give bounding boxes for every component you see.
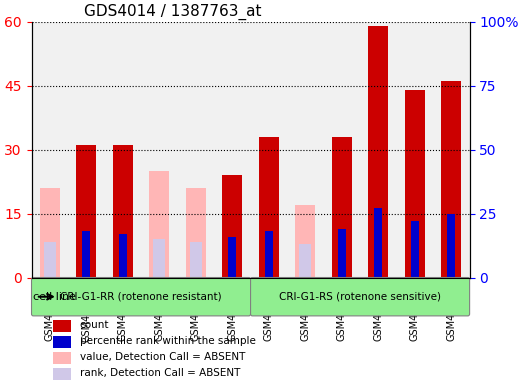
Bar (396, 22, 433, 278)
Bar (287, 22, 324, 278)
Text: value, Detection Call = ABSENT: value, Detection Call = ABSENT (79, 353, 245, 362)
Bar (251, 22, 287, 278)
Bar (338, 229, 346, 278)
Bar (222, 175, 242, 278)
Text: cell line: cell line (33, 292, 76, 302)
Bar (295, 205, 315, 278)
Bar (31, 22, 68, 278)
Bar (259, 137, 279, 278)
Bar (265, 232, 273, 278)
Bar (68, 22, 105, 278)
Text: CRI-G1-RS (rotenone sensitive): CRI-G1-RS (rotenone sensitive) (279, 292, 441, 302)
Bar (105, 22, 141, 278)
Bar (53, 368, 71, 380)
Bar (411, 221, 419, 278)
Bar (441, 81, 461, 278)
Bar (186, 188, 206, 278)
Bar (324, 22, 360, 278)
FancyBboxPatch shape (251, 278, 470, 316)
Bar (153, 239, 165, 278)
Bar (214, 22, 251, 278)
Bar (82, 232, 90, 278)
Bar (332, 137, 352, 278)
Bar (299, 244, 311, 278)
Bar (44, 242, 56, 278)
Text: GDS4014 / 1387763_at: GDS4014 / 1387763_at (84, 4, 262, 20)
Bar (149, 171, 169, 278)
Text: CRI-G1-RR (rotenone resistant): CRI-G1-RR (rotenone resistant) (60, 292, 222, 302)
Bar (177, 22, 214, 278)
Bar (76, 146, 96, 278)
Bar (141, 22, 177, 278)
Bar (40, 188, 60, 278)
Bar (374, 209, 382, 278)
Bar (229, 237, 236, 278)
Bar (190, 242, 202, 278)
Bar (53, 336, 71, 348)
Bar (447, 214, 456, 278)
Text: count: count (79, 321, 109, 331)
Bar (360, 22, 396, 278)
Bar (119, 234, 127, 278)
FancyBboxPatch shape (31, 278, 251, 316)
Bar (53, 353, 71, 364)
Text: rank, Detection Call = ABSENT: rank, Detection Call = ABSENT (79, 368, 240, 379)
Bar (53, 320, 71, 332)
Bar (433, 22, 470, 278)
Text: percentile rank within the sample: percentile rank within the sample (79, 336, 256, 346)
Bar (113, 146, 133, 278)
Bar (405, 90, 425, 278)
Bar (368, 26, 389, 278)
